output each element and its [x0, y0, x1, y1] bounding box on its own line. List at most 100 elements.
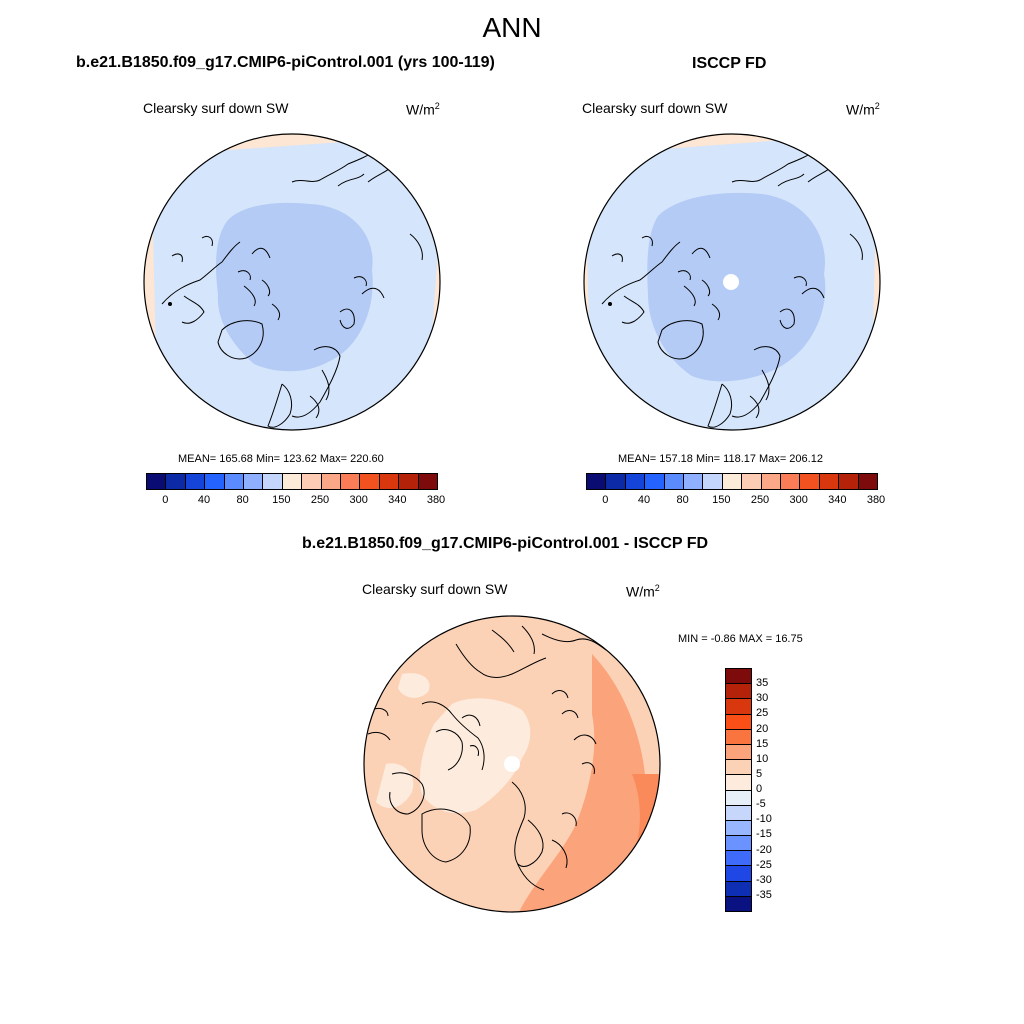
colorbar-tick-label: 25	[756, 707, 769, 720]
colorbar-swatch	[781, 474, 801, 489]
colorbar-swatch	[185, 474, 206, 489]
colorbar-tick-label: 30	[756, 692, 769, 705]
colorbar-swatch	[726, 744, 751, 761]
colorbar-swatch	[606, 474, 626, 489]
colorbar-swatch	[224, 474, 245, 489]
units-base: W/m	[406, 101, 435, 118]
colorbar-swatch	[399, 474, 419, 489]
panel-3-stats: MIN = -0.86 MAX = 16.75	[678, 633, 803, 645]
colorbar-swatch	[379, 474, 400, 489]
colorbar-swatch	[726, 896, 751, 911]
colorbar-tick-label: 250	[750, 494, 770, 506]
panel-2-units: W/m2	[846, 101, 880, 118]
coast-dot	[168, 302, 172, 306]
map-fill-0-5-c	[398, 673, 430, 698]
colorbar-swatch	[341, 474, 361, 489]
units-exponent: 2	[434, 101, 440, 111]
colorbar-tick-label: 300	[349, 494, 368, 506]
panel-2-stats: MEAN= 157.18 Min= 118.17 Max= 206.12	[618, 453, 823, 465]
units-base: W/m	[626, 583, 655, 600]
colorbar-swatch	[360, 474, 380, 489]
panel-1-colorbar-ticks: 0 40 80 150 250 300 340 380	[146, 494, 445, 508]
colorbar-swatch	[321, 474, 342, 489]
panel-1-variable-label: Clearsky surf down SW	[143, 100, 289, 116]
colorbar-tick-label: -25	[756, 858, 772, 871]
colorbar-swatch	[684, 474, 704, 489]
colorbar-swatch	[858, 474, 878, 489]
map-fill-mid-blue	[216, 202, 373, 372]
colorbar-swatch	[302, 474, 322, 489]
colorbar-tick-label: 380	[866, 494, 886, 506]
colorbar-swatch	[722, 474, 743, 489]
colorbar-tick-label: 20	[756, 722, 769, 735]
colorbar-swatch	[726, 760, 751, 776]
page-title: ANN	[482, 12, 542, 43]
panel-3-colorbar-ticks: 35 30 25 20 15 10 5 0 -5 -10 -15 -20 -25 -30 -35	[756, 668, 796, 910]
map-boundary	[143, 133, 441, 431]
panel-2-polar-map	[583, 133, 881, 431]
colorbar-swatch	[742, 474, 762, 489]
colorbar-tick-label: 40	[637, 494, 651, 506]
colorbar-swatch	[726, 684, 751, 700]
colorbar-tick-label: -35	[756, 888, 772, 901]
missing-data-pole	[723, 274, 739, 290]
colorbar-tick-label: -15	[756, 828, 772, 841]
panel-1-stats: MEAN= 165.68 Min= 123.62 Max= 220.60	[178, 453, 384, 465]
colorbar-swatch	[664, 474, 685, 489]
panel-3-polar-map	[363, 615, 661, 913]
panel-1-units: W/m2	[406, 101, 440, 118]
colorbar-swatch	[726, 790, 751, 806]
panel-3-colorbar	[725, 668, 752, 912]
colorbar-tick-label: 0	[602, 494, 609, 506]
colorbar-tick-label: 250	[310, 494, 330, 506]
panel-3-variable-label: Clearsky surf down SW	[362, 581, 508, 597]
colorbar-tick-label: 150	[712, 494, 731, 506]
colorbar-tick-label: -10	[756, 813, 772, 826]
colorbar-swatch	[263, 474, 283, 489]
units-exponent: 2	[874, 101, 880, 111]
colorbar-tick-label: 5	[756, 767, 763, 780]
colorbar-swatch	[726, 881, 751, 897]
colorbar-tick-label: 35	[756, 677, 769, 690]
colorbar-swatch	[418, 474, 438, 489]
colorbar-tick-label: 80	[236, 494, 249, 506]
panel-3-units: W/m2	[626, 583, 660, 600]
panel-2-variable-label: Clearsky surf down SW	[582, 100, 728, 116]
coastlines	[161, 149, 423, 428]
colorbar-tick-label: 40	[197, 494, 211, 506]
missing-data-pole	[504, 756, 520, 772]
colorbar-swatch	[587, 474, 607, 489]
colorbar-tick-label: -30	[756, 873, 772, 886]
colorbar-swatch	[282, 474, 303, 489]
colorbar-swatch	[726, 729, 751, 745]
panel-1-colorbar	[146, 473, 438, 490]
colorbar-tick-label: 15	[756, 737, 769, 750]
colorbar-swatch	[726, 669, 751, 685]
panel-2-colorbar-ticks: 0 40 80 150 250 300 340 380	[586, 494, 885, 508]
coastlines	[601, 149, 863, 428]
colorbar-swatch	[726, 820, 751, 837]
colorbar-swatch	[147, 474, 167, 489]
colorbar-tick-label: -20	[756, 843, 772, 856]
colorbar-tick-label: 10	[756, 752, 769, 765]
panel-1-title: b.e21.B1850.f09_g17.CMIP6-piControl.001 …	[76, 54, 495, 71]
map-fill-0-5-b	[376, 763, 414, 808]
panel-2-title: ISCCP FD	[692, 55, 767, 72]
colorbar-swatch	[800, 474, 820, 489]
coast-dot	[608, 302, 612, 306]
map-fill-0-5	[419, 698, 531, 814]
colorbar-swatch	[726, 866, 751, 882]
panel-1-polar-map	[143, 133, 441, 431]
colorbar-tick-label: 300	[789, 494, 808, 506]
colorbar-swatch	[839, 474, 859, 489]
colorbar-swatch	[244, 474, 264, 489]
colorbar-tick-label: 380	[426, 494, 446, 506]
panel-3-title: b.e21.B1850.f09_g17.CMIP6-piControl.001 …	[302, 535, 709, 552]
map-boundary	[363, 615, 661, 913]
colorbar-swatch	[166, 474, 186, 489]
units-base: W/m	[846, 101, 875, 118]
colorbar-swatch	[645, 474, 665, 489]
map-fill-10-15	[518, 654, 647, 912]
colorbar-swatch	[205, 474, 225, 489]
colorbar-tick-label: 0	[162, 494, 169, 506]
